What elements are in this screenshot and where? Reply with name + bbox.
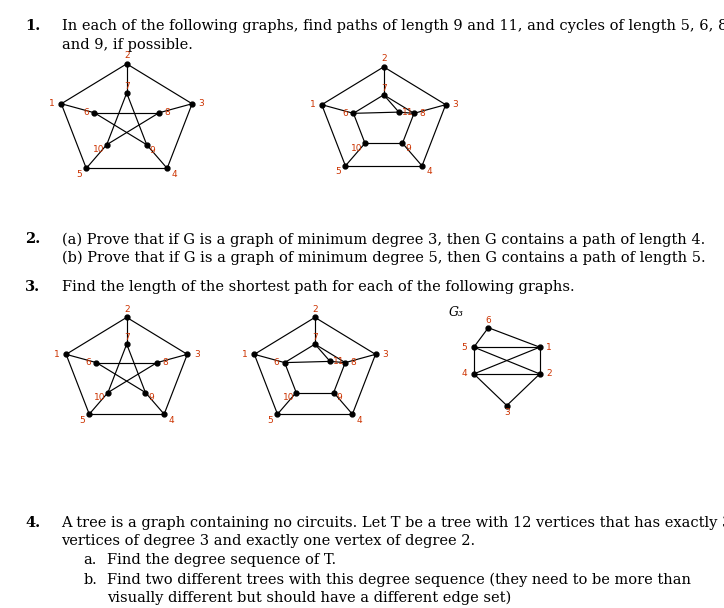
Text: 7: 7 [312, 333, 318, 342]
Text: Find the degree sequence of T.: Find the degree sequence of T. [107, 553, 336, 567]
Text: 6: 6 [85, 358, 91, 367]
Text: 3.: 3. [25, 280, 41, 294]
Text: In each of the following graphs, find paths of length 9 and 11, and cycles of le: In each of the following graphs, find pa… [62, 19, 724, 33]
Text: 10: 10 [94, 393, 106, 402]
Text: 11: 11 [402, 108, 413, 117]
Text: visually different but should have a different edge set): visually different but should have a dif… [107, 591, 511, 606]
Text: 7: 7 [124, 333, 130, 342]
Text: 3: 3 [452, 100, 458, 109]
Text: 2: 2 [124, 305, 130, 314]
Text: 4: 4 [169, 416, 174, 425]
Text: vertices of degree 3 and exactly one vertex of degree 2.: vertices of degree 3 and exactly one ver… [62, 534, 476, 548]
Text: 3: 3 [504, 409, 510, 417]
Text: 4.: 4. [25, 516, 41, 530]
Text: 9: 9 [148, 393, 154, 402]
Text: 1: 1 [54, 350, 59, 359]
Text: 10: 10 [351, 143, 363, 153]
Text: G₃: G₃ [449, 306, 464, 319]
Text: 1: 1 [547, 343, 552, 351]
Text: b.: b. [83, 573, 97, 587]
Text: 2: 2 [312, 305, 318, 314]
Text: 1.: 1. [25, 19, 41, 33]
Text: 1: 1 [309, 100, 315, 109]
Text: 1: 1 [49, 99, 55, 108]
Text: and 9, if possible.: and 9, if possible. [62, 38, 193, 52]
Text: (a) Prove that if G is a graph of minimum degree 3, then G contains a path of le: (a) Prove that if G is a graph of minimu… [62, 232, 704, 247]
Text: 10: 10 [93, 145, 104, 154]
Text: 7: 7 [381, 84, 387, 92]
Text: 3: 3 [382, 350, 388, 359]
Text: 3: 3 [198, 99, 204, 108]
Text: 11: 11 [333, 357, 345, 366]
Text: 4: 4 [462, 370, 467, 378]
Text: 8: 8 [162, 358, 168, 367]
Text: 9: 9 [405, 144, 411, 153]
Text: 9: 9 [150, 146, 156, 154]
Text: 4: 4 [172, 170, 177, 179]
Text: 5: 5 [462, 343, 467, 351]
Text: 3: 3 [194, 350, 200, 359]
Text: 5: 5 [335, 167, 341, 176]
Text: 8: 8 [350, 358, 356, 367]
Text: 1: 1 [242, 350, 248, 359]
Text: A tree is a graph containing no circuits. Let T be a tree with 12 vertices that : A tree is a graph containing no circuits… [62, 516, 724, 530]
Text: 7: 7 [124, 82, 130, 91]
Text: 10: 10 [282, 393, 294, 402]
Text: 6: 6 [83, 108, 89, 117]
Text: 8: 8 [164, 108, 170, 117]
Text: 5: 5 [267, 416, 273, 425]
Text: 4: 4 [426, 167, 432, 176]
Text: 6: 6 [342, 109, 348, 118]
Text: a.: a. [83, 553, 96, 567]
Text: Find the length of the shortest path for each of the following graphs.: Find the length of the shortest path for… [62, 280, 574, 294]
Text: 6: 6 [274, 358, 279, 367]
Text: Find two different trees with this degree sequence (they need to be more than: Find two different trees with this degre… [107, 573, 691, 587]
Text: 2: 2 [381, 55, 387, 63]
Text: 5: 5 [79, 416, 85, 425]
Text: 2: 2 [547, 370, 552, 378]
Text: 8: 8 [419, 109, 425, 118]
Text: 5: 5 [76, 170, 82, 179]
Text: (b) Prove that if G is a graph of minimum degree 5, then G contains a path of le: (b) Prove that if G is a graph of minimu… [62, 250, 705, 265]
Text: 2.: 2. [25, 232, 41, 246]
Text: 4: 4 [357, 416, 363, 425]
Text: 6: 6 [486, 316, 491, 325]
Text: 9: 9 [337, 393, 342, 402]
Text: 2: 2 [124, 52, 130, 60]
